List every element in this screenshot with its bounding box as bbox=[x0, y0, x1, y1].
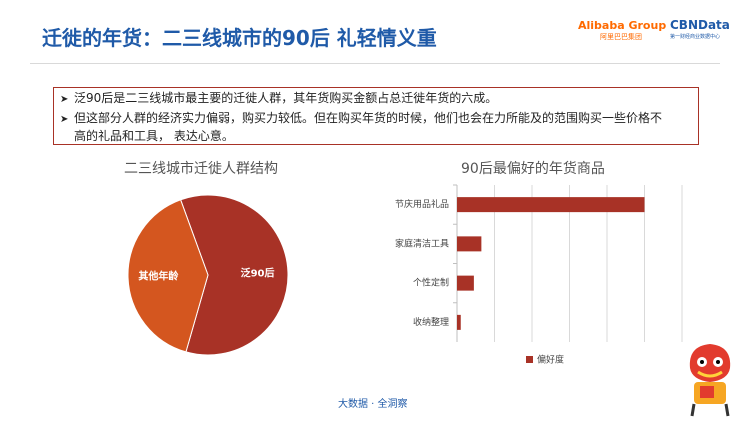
cbndata-logo-sub: 第一财经商业数据中心 bbox=[670, 34, 721, 40]
logo-group: Alibaba Group 阿里巴巴集团 CBNData 第一财经商业数据中心 bbox=[570, 17, 740, 43]
category-label: 家庭清洁工具 bbox=[395, 237, 449, 249]
alibaba-logo: Alibaba Group bbox=[578, 19, 667, 32]
category-label: 收纳整理 bbox=[413, 316, 449, 328]
bar-chart-title: 90后最偏好的年货商品 bbox=[461, 161, 605, 177]
header-divider bbox=[30, 63, 720, 64]
summary-bullet-1: ➤ 泛90后是二三线城市最主要的迁徙人群，其年货购买金额占总迁徙年货的六成。 bbox=[60, 90, 497, 108]
category-label: 节庆用品礼品 bbox=[395, 198, 449, 210]
footer-slogan: 大数据 · 全洞察 bbox=[338, 399, 408, 410]
bar bbox=[457, 236, 482, 252]
alibaba-logo-sub: 阿里巴巴集团 bbox=[600, 33, 642, 41]
pie-slice bbox=[127, 199, 209, 353]
arrow-bullet-icon: ➤ bbox=[60, 94, 69, 105]
legend-swatch bbox=[526, 356, 533, 363]
bullet-text: 泛90后是二三线城市最主要的迁徙人群，其年货购买金额占总迁徙年货的六成。 bbox=[74, 91, 498, 105]
pie-slice-label: 泛90后 bbox=[241, 266, 275, 279]
category-label: 个性定制 bbox=[413, 277, 449, 289]
page-title: 迁徙的年货：二三线城市的90后 礼轻情义重 bbox=[42, 26, 437, 50]
pie-slice-label: 其他年龄 bbox=[138, 270, 179, 283]
pie-slice bbox=[179, 194, 289, 356]
bar bbox=[457, 275, 474, 291]
bullet-text: 但这部分人群的经济实力偏弱，购买力较低。但在购买年货的时候，他们也会在力所能及的… bbox=[74, 111, 663, 125]
lion-dance-mascot-icon bbox=[689, 344, 731, 417]
bar bbox=[457, 314, 461, 330]
pie-chart: 泛90后 其他年龄 bbox=[127, 194, 289, 356]
bar bbox=[457, 197, 645, 213]
summary-box bbox=[53, 87, 699, 145]
cbndata-logo: CBNData bbox=[670, 18, 730, 32]
bullet-text-continued: 高的礼品和工具， 表达心意。 bbox=[74, 129, 234, 143]
legend-label: 偏好度 bbox=[537, 354, 564, 366]
pie-chart-title: 二三线城市迁徙人群结构 bbox=[124, 161, 278, 177]
summary-bullet-2: ➤ 但这部分人群的经济实力偏弱，购买力较低。但在购买年货的时候，他们也会在力所能及… bbox=[60, 110, 692, 145]
arrow-bullet-icon: ➤ bbox=[60, 114, 69, 125]
